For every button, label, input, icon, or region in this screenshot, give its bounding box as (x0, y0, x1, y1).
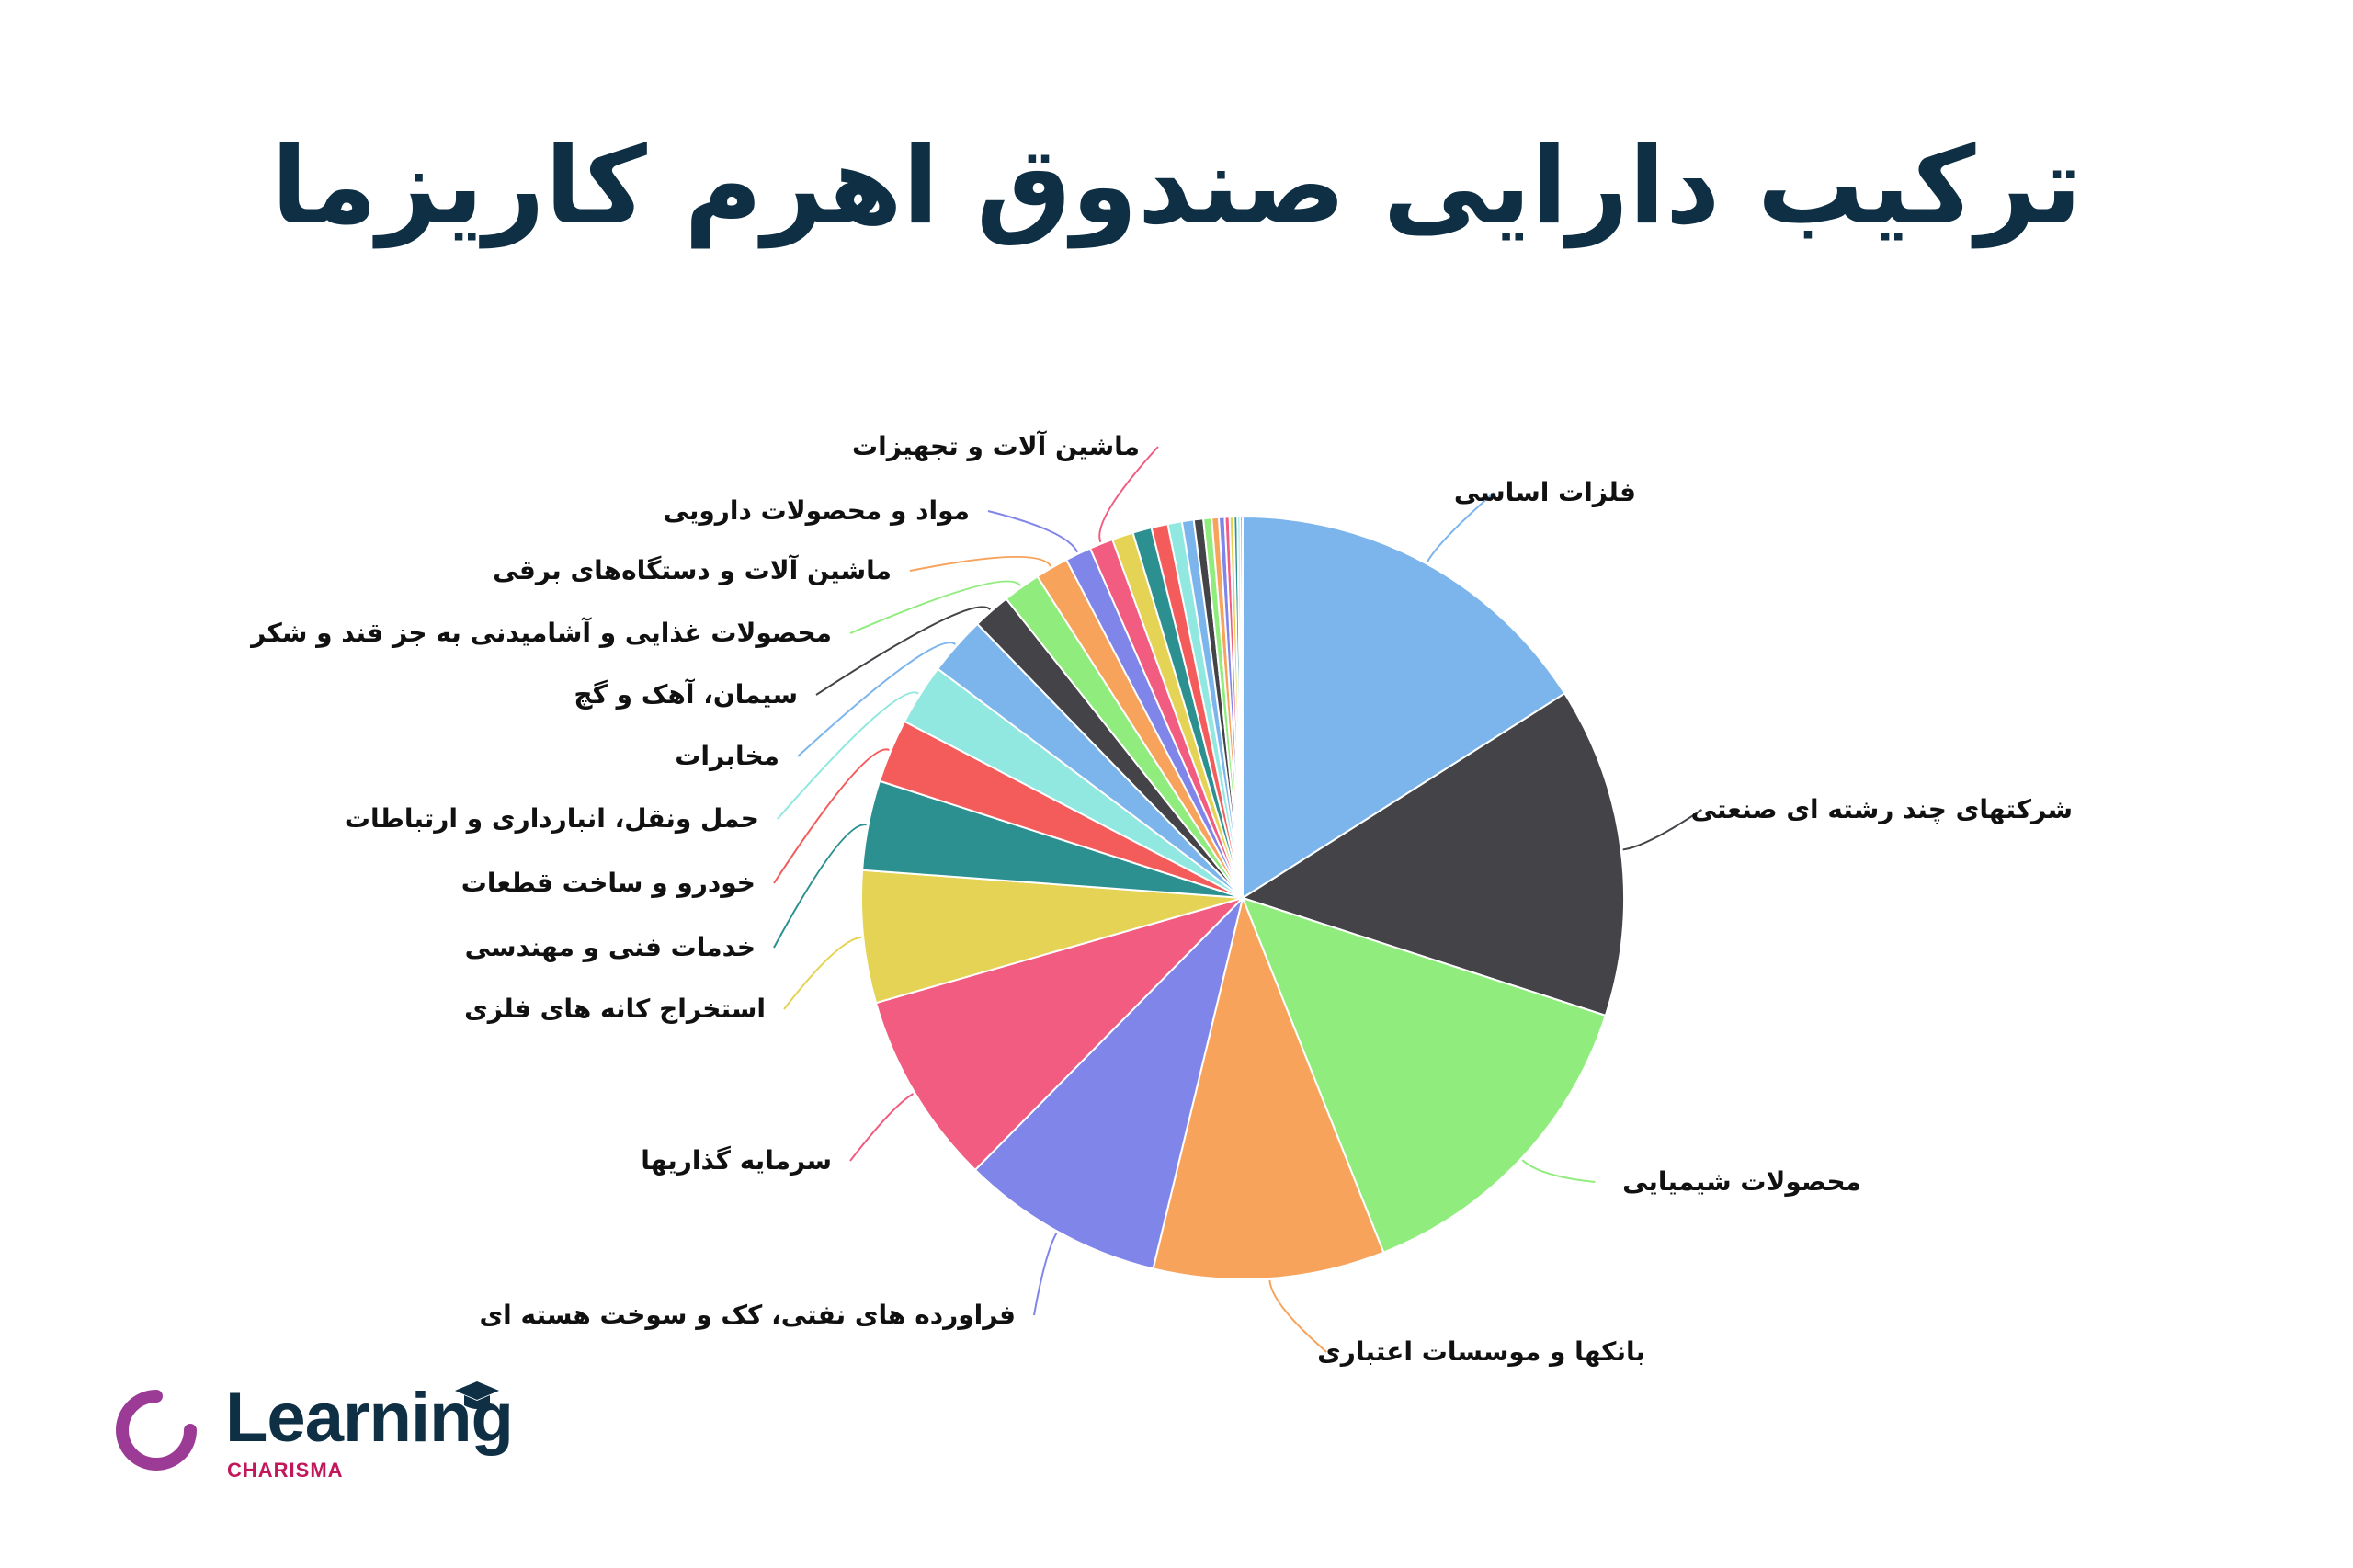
pie-label-15: ماشین آلات و تجهیزات (852, 430, 1140, 461)
pie-slice-6 (860, 869, 1244, 1005)
pie-label-10: مخابرات (675, 741, 779, 771)
pie-slice-29 (1239, 515, 1244, 899)
pie-slice-4 (973, 894, 1245, 1270)
pie-label-1: شرکتهای چند رشته ای صنعتی (1691, 794, 2073, 824)
pie-leader-line-12 (849, 580, 1022, 634)
pie-slice-1 (1240, 692, 1625, 1017)
pie-leader-line-5 (849, 1093, 915, 1162)
pie-label-14: مواد و محصولات دارویی (664, 495, 970, 526)
pie-slice-2 (1241, 896, 1608, 1254)
graduation-cap-icon (455, 1381, 499, 1409)
pie-leader-lines (773, 446, 1703, 1353)
pie-label-6: استخراج کانه های فلزی (464, 994, 766, 1025)
pie-leader-line-8 (773, 748, 890, 884)
pie-label-13: ماشین آلات و دستگاه‌های برقی (493, 554, 892, 585)
pie-labels: فلزات اساسی شرکتهای چند رشته ای صنعتی محصو… (249, 430, 2073, 1367)
pie-label-11: سیمان، آهک و گچ (574, 678, 798, 710)
pie-leader-line-9 (777, 691, 919, 820)
pie-slices (860, 515, 1625, 1280)
logo-subtitle: CHARISMA (227, 1459, 344, 1482)
pie-label-12: محصولات غذایی و آشامیدنی به جز قند و شکر (249, 617, 832, 648)
pie-leader-line-0 (1426, 492, 1495, 563)
pie-leader-line-2 (1521, 1159, 1596, 1183)
pie-leader-line-7 (773, 824, 867, 949)
pie-label-3: بانکها و موسسات اعتباری (1317, 1336, 1645, 1367)
pie-leader-line-11 (815, 606, 992, 696)
pie-label-5: سرمایه گذاریها (641, 1145, 832, 1176)
pie-label-0: فلزات اساسی (1454, 477, 1636, 507)
pie-leader-line-6 (783, 936, 862, 1010)
pie-label-8: خودرو و ساخت قطعات (461, 868, 756, 898)
pie-label-4: فراورده های نفتی، کک و سوخت هسته ای (479, 1300, 1016, 1330)
pie-label-2: محصولات شیمیایی (1622, 1166, 1861, 1197)
pie-label-7: خدمات فنی و مهندسی (465, 932, 756, 962)
pie-slice-5 (874, 895, 1246, 1172)
pie-slice-0 (1242, 515, 1566, 900)
logo-ring-icon (116, 1390, 197, 1471)
pie-slice-3 (1152, 894, 1385, 1280)
pie-leader-line-14 (987, 510, 1079, 553)
pie-leader-line-1 (1622, 809, 1703, 851)
pie-leader-line-10 (797, 642, 956, 757)
pie-leader-line-15 (1098, 446, 1159, 543)
pie-leader-line-4 (1033, 1233, 1058, 1316)
page-title: ترکیب دارایی صندوق اهرم کاریزما (270, 124, 2083, 248)
pie-leader-line-13 (909, 555, 1052, 572)
pie-leader-line-3 (1268, 1279, 1327, 1353)
pie-label-9: حمل ونقل، انبارداری و ارتباطات (345, 803, 759, 834)
learning-charisma-logo: Learning CHARISMA (115, 1379, 519, 1494)
